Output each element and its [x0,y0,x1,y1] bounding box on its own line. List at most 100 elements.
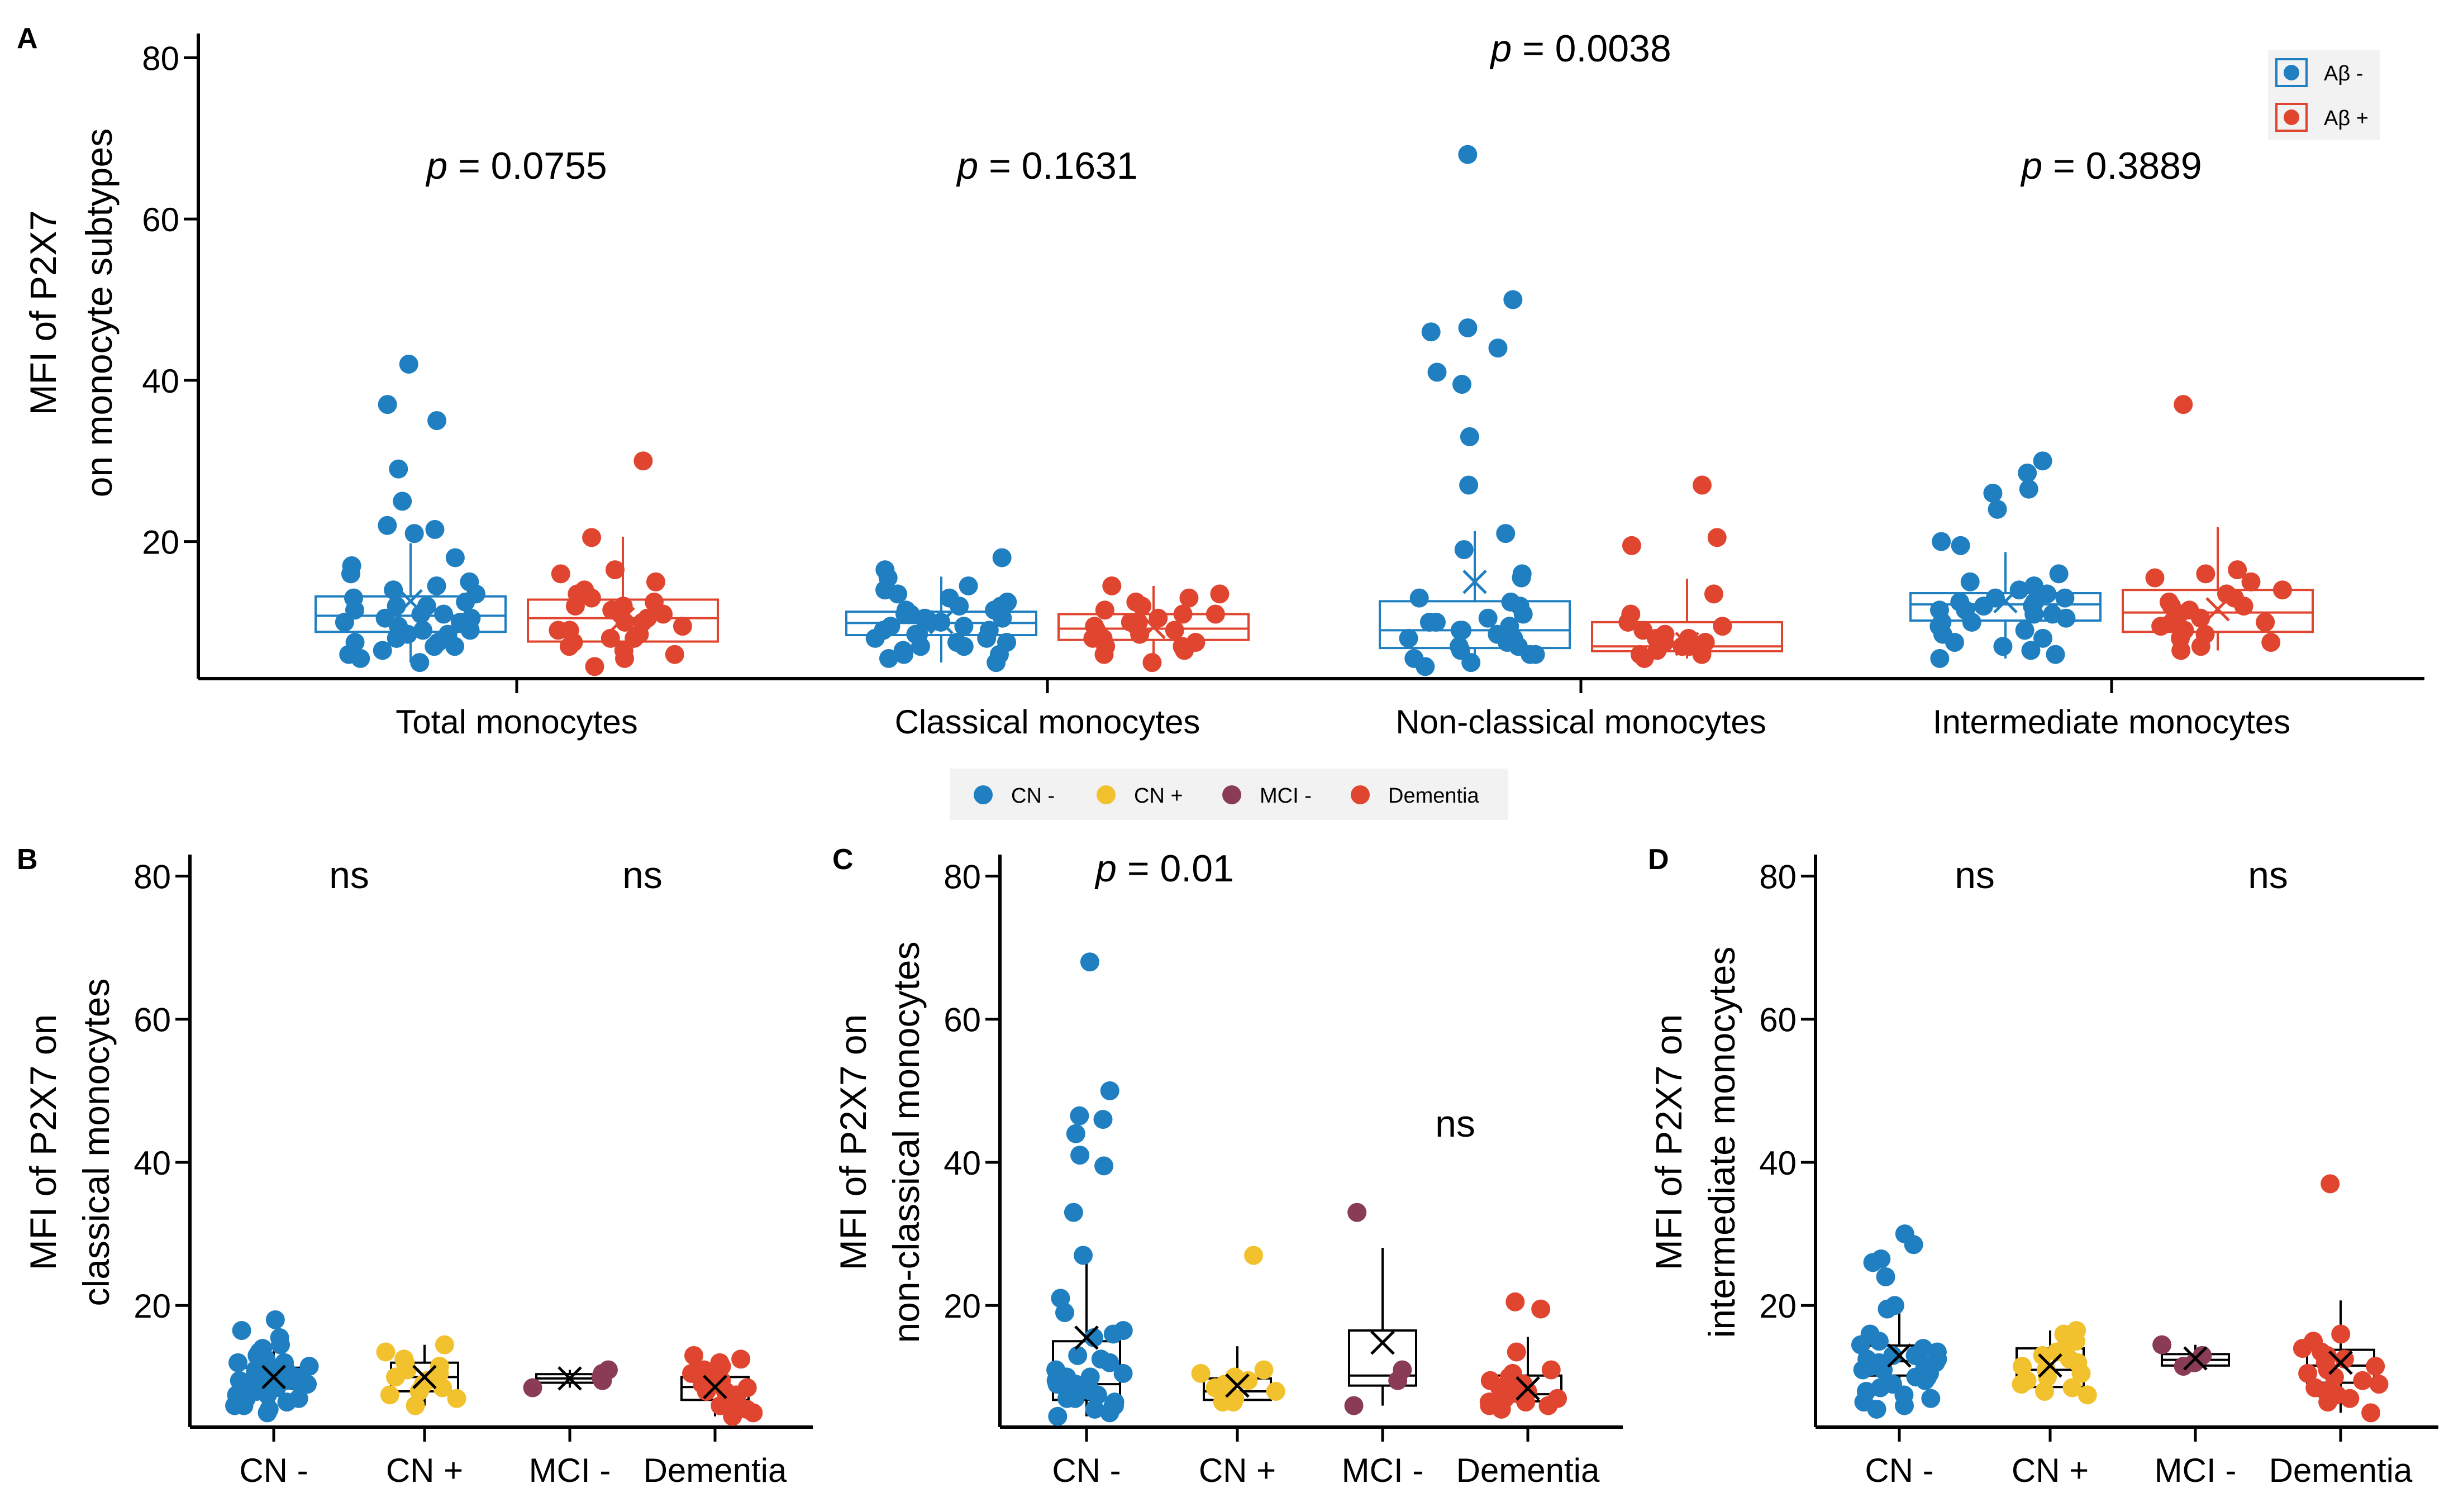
data-point [1347,1203,1367,1222]
data-point [1974,597,1993,616]
panel-b: B MFI of P2X7 on classical monocytes 20 4… [17,843,813,1489]
data-point [380,1385,399,1405]
data-point [2191,608,2210,628]
y-tick-label: 40 [1759,1144,1797,1182]
data-point [1210,584,1230,604]
data-point [1051,1289,1070,1308]
data-point [1065,1389,1085,1408]
panel-a-ylabel-line2: on monocyte subtypes [78,128,120,497]
data-point [2191,637,2210,656]
data-point [1894,1396,1914,1415]
mean-marker [398,589,423,614]
data-point [2033,451,2052,471]
data-point [2019,479,2038,499]
x-tick-label: MCI - [1342,1452,1424,1489]
data-point [993,608,1012,628]
data-point [2272,580,2292,600]
panel-a: A MFI of P2X7 on monocyte subtypes 20 40 6… [17,22,2424,741]
data-point [1088,1385,1107,1405]
data-point [1851,1335,1870,1354]
data-point [1707,528,1727,547]
data-point [744,1403,763,1423]
data-point [1458,318,1478,337]
data-point [1516,1392,1536,1412]
data-point [2151,617,2171,636]
data-point [376,1342,396,1362]
data-point [1254,1360,1274,1380]
data-point [1173,604,1193,624]
data-point [1538,1396,1558,1415]
data-point [1541,1360,1561,1380]
data-point [1130,624,1150,644]
data-point [1066,1124,1085,1143]
y-tick-label: 20 [944,1287,981,1325]
data-point [1993,637,2013,656]
data-point [1048,1406,1068,1426]
data-point [277,1392,297,1412]
data-point [1175,641,1194,660]
x-tick-label: Dementia [644,1452,787,1489]
mean-marker [2183,1346,2208,1371]
data-point [1876,1267,1895,1286]
data-point [445,548,465,567]
data-point [1960,572,1980,592]
data-point [2046,645,2065,664]
y-tick-label: 60 [944,1001,981,1039]
panel-c-plot: 20 40 60 80 CN - CN + MCI - Dementia p = 0.01 ns [944,847,1623,1489]
group-legend-label: Dementia [1388,784,1479,808]
data-point [1064,1203,1083,1222]
mean-marker [611,607,635,631]
x-tick-label: Non-classical monocytes [1395,703,1766,741]
legend-key-box [2275,58,2308,87]
data-point [1132,597,1152,616]
data-point [1496,524,1516,543]
x-tick-label: Classical monocytes [895,703,1200,741]
data-point [2228,560,2247,580]
data-point [1526,645,1545,664]
mean-marker [1887,1343,1912,1368]
data-point [1478,608,1498,628]
x-tick-label: Dementia [1456,1452,1600,1489]
data-point [1142,653,1162,672]
data-point [895,604,914,624]
data-point [1904,1235,1923,1255]
panel-c: C MFI of P2X7 on non-classical monocytes… [832,843,1623,1489]
y-tick-label: 80 [134,858,171,895]
data-point [425,519,445,539]
data-point [646,572,665,592]
data-point [1461,653,1481,672]
panel-a-plot: 20 40 60 80 Total monocytes Classical monocyt… [142,27,2424,741]
data-point [1988,499,2007,519]
data-point [225,1396,245,1415]
data-point [1094,645,1114,664]
data-point [1103,1324,1123,1344]
panel-b-ylabel-line2: classical monocytes [75,979,117,1306]
data-point [2353,1371,2372,1390]
data-point [1951,536,1970,555]
x-tick-label: Dementia [2269,1452,2413,1489]
data-point [1165,621,1184,640]
data-point [551,564,570,584]
data-point [865,628,885,648]
data-point [950,597,969,616]
data-point [2033,628,2052,648]
data-point [665,645,684,664]
data-point [1618,612,1638,632]
y-tick-label: 60 [134,1001,171,1039]
group-legend-dot [1222,785,1241,804]
p-symbol: p [2020,145,2042,187]
legend-background [2268,50,2380,140]
data-point [2071,1363,2091,1383]
x-tick-label: Intermediate monocytes [1933,703,2290,741]
data-point [585,657,604,676]
box [1909,592,2102,622]
panel-a-ylabel-line1: MFI of P2X7 [22,211,64,416]
data-point [1100,1403,1119,1423]
x-tick-label: MCI - [2155,1452,2237,1489]
data-point [2035,1381,2055,1401]
p-symbol: p [956,145,978,187]
group-legend: CN - CN + MCI - Dementia [950,769,1508,820]
data-point [427,411,447,430]
annotation-label: p = 0.01 [1094,847,1234,890]
data-point [894,645,914,664]
